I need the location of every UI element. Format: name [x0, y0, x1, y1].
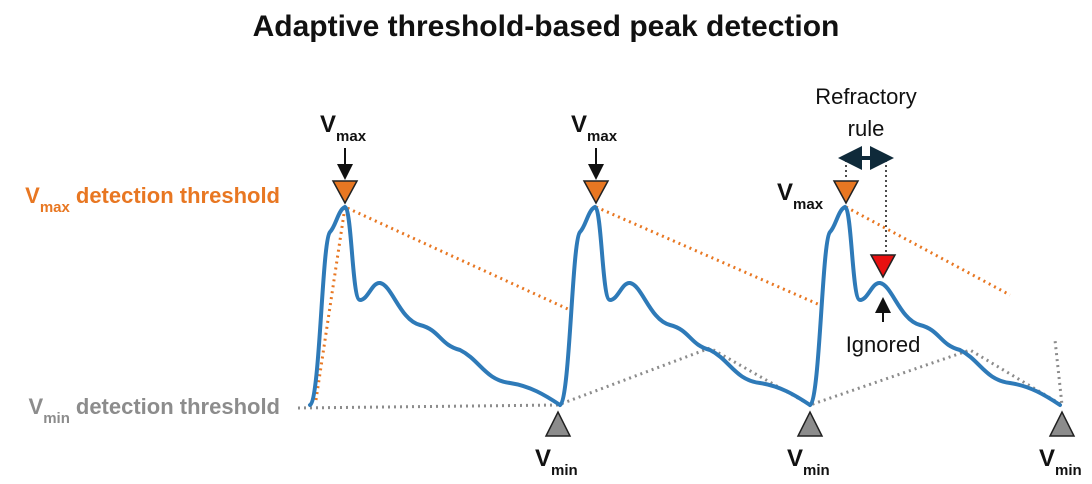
refractory-guides — [845, 160, 887, 254]
title: Adaptive threshold-based peak detection — [253, 10, 840, 43]
vmin-threshold-label: Vmin detection threshold — [29, 394, 280, 427]
peak-label: Vmax — [320, 111, 367, 145]
ignored-label: Ignored — [846, 332, 921, 357]
peak-markers — [331, 180, 860, 205]
peak-labels: Vmax Vmax Vmax — [320, 111, 824, 213]
trough-markers — [544, 410, 1076, 437]
arrows — [337, 148, 891, 322]
vmin-threshold — [297, 339, 1064, 410]
peak-label: Vmax — [571, 111, 618, 145]
refractory-label: rule — [848, 116, 885, 141]
trough-label: Vmin — [787, 445, 830, 479]
peak-label: Vmax — [777, 179, 824, 213]
ignored-marker — [869, 254, 897, 279]
vmax-threshold-label: Vmax detection threshold — [25, 183, 280, 216]
vmax-threshold — [314, 204, 1011, 401]
trough-labels: Vmin Vmin Vmin — [535, 445, 1082, 479]
trough-label: Vmin — [1039, 445, 1082, 479]
trough-label: Vmin — [535, 445, 578, 479]
refractory-label: Refractory — [815, 84, 916, 109]
signal — [308, 205, 1062, 407]
